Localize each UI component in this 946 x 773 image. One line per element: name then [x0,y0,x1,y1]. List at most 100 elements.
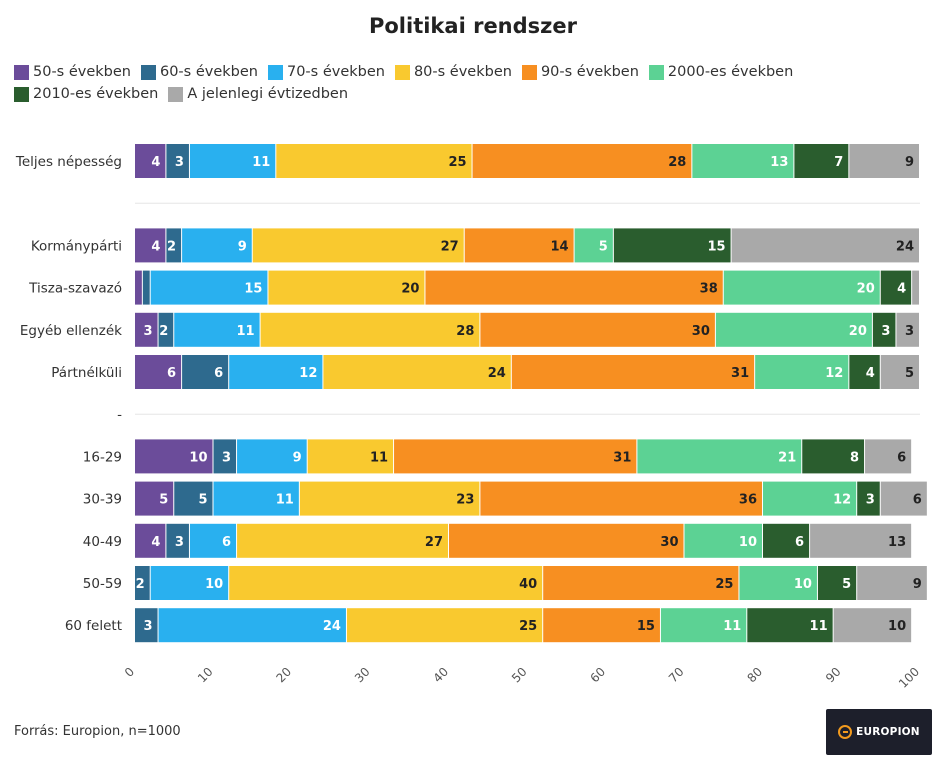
category-label: Pártnélküli [51,365,122,381]
bar-segment [135,608,158,643]
bar-segment [135,144,166,178]
data-label: 12 [299,366,317,381]
data-label: 25 [448,155,466,170]
data-label: 28 [668,155,686,170]
data-label: 28 [456,324,474,339]
data-label: 31 [731,366,749,381]
data-label: 11 [370,450,388,465]
legend-item: A jelenlegi évtizedben [168,86,348,102]
category-label: Egyéb ellenzék [20,323,122,339]
data-label: 8 [850,450,859,465]
bar-segment [135,228,166,263]
bar-segment [637,439,802,474]
bar-segment [880,355,919,389]
data-label: 3 [222,450,231,465]
bar-segment [480,481,762,516]
data-label: 6 [897,450,906,465]
legend-item: 70-s években [267,64,385,80]
bar-segment [307,439,394,474]
x-tick-label: 100 [896,665,922,691]
data-label: 10 [888,619,906,634]
data-label: 4 [897,282,906,297]
data-label: 23 [456,493,474,508]
bar-segment [158,312,174,347]
logo-mark-icon [838,725,853,739]
data-label: 5 [198,493,207,508]
bar-segment [857,481,880,516]
x-tick-label: 20 [273,665,294,686]
data-label: 13 [888,535,906,550]
bar-segment [543,566,739,600]
bar-segment [810,523,912,558]
bar-segment [660,608,747,643]
data-label: 40 [519,577,537,592]
bar-segment [763,523,810,558]
bar-segment [849,355,880,389]
bar-segment [229,355,323,389]
bar-segment [166,228,182,263]
bar-segment [684,523,762,558]
data-label: 4 [151,239,160,254]
data-label: 3 [866,493,875,508]
bar-segment [817,566,857,600]
bar-segment [865,439,912,474]
legend-swatch [14,64,29,80]
data-label: 15 [708,239,726,254]
bar-segment [574,228,613,263]
legend-label: 50-s években [33,64,131,80]
data-label: 20 [857,282,875,297]
bar-segment [872,312,896,347]
bar-segment [543,608,660,643]
bar-segment [480,312,715,347]
legend-label: 70-s években [286,64,385,80]
x-tick-label: 0 [122,665,137,680]
data-label: 12 [825,366,843,381]
bar-segment [135,355,182,389]
bar-segment [237,439,307,474]
bar-segment [794,144,849,178]
bar-segment [802,439,865,474]
legend-label: 80-s években [413,64,512,80]
data-label: 4 [151,535,160,550]
bar-segment [425,270,723,305]
x-tick-label: 60 [587,665,608,686]
source-note: Forrás: Europion, n=1000 [14,724,181,739]
bar-segment [189,523,237,558]
legend-label: 60-s években [159,64,258,80]
data-label: 6 [913,493,922,508]
bar-segment [268,270,425,305]
legend-item: 2010-es években [14,86,158,102]
data-label: 3 [881,324,890,339]
data-label: 5 [599,239,608,254]
bar-segment [252,228,464,263]
category-label: 16-29 [83,449,122,465]
bar-segment [449,523,684,558]
data-label: 5 [905,366,914,381]
legend-swatch [168,86,184,102]
logo-text: EUROPION [856,726,920,738]
x-tick-label: 80 [744,665,765,686]
bar-segment [135,566,150,600]
legend-item: 90-s években [521,64,639,80]
data-label: 4 [866,366,875,381]
data-label: 31 [613,450,631,465]
bar-segment [142,270,150,305]
bar-segment [323,355,511,389]
data-label: 13 [770,155,788,170]
bar-segment [731,228,919,263]
bar-segment [715,312,872,347]
europion-logo: EUROPION [826,709,932,755]
bar-segment [346,608,543,643]
legend-label: 2010-es években [33,86,159,102]
category-label: 30-39 [83,492,122,508]
data-label: 10 [205,577,223,592]
data-label: 3 [175,535,184,550]
bar-segment [135,481,174,516]
bar-segment [880,270,912,305]
data-label: 27 [425,535,443,550]
data-label: 15 [637,619,655,634]
bar-segment [166,523,189,558]
legend-item: 60-s években [140,64,258,80]
data-label: 15 [244,282,262,297]
bar-segment [692,144,794,178]
